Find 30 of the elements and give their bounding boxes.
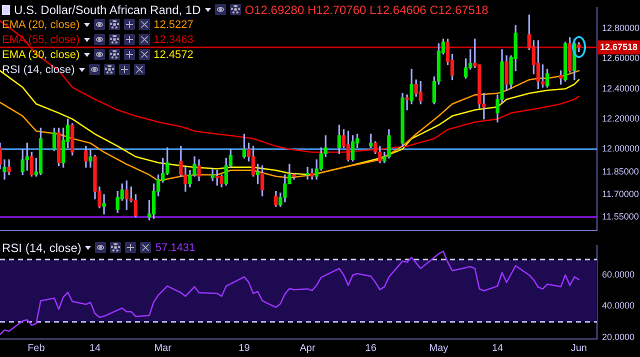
chart-title: U.S. Dollar/South African Rand, 1D: [14, 2, 201, 16]
y-tick-label: 11.55000: [602, 212, 639, 222]
y-tick-label: 60.0000: [602, 270, 635, 280]
x-tick-label: 16: [365, 342, 377, 354]
chart-title: RSI (14, close): [2, 240, 82, 254]
candlestick: [102, 194, 106, 214]
y-tick-label: 20.0000: [602, 332, 635, 342]
x-tick-label: Feb: [28, 342, 46, 354]
y-tick-label: 11.85000: [602, 166, 639, 176]
y-tick-label: 12.60000: [602, 53, 640, 64]
chart-subtitle: O12.69280 H12.70760 L12.64606 C12.67518: [244, 2, 488, 16]
x-tick-label: Mar: [154, 342, 172, 354]
annotation: 12.5227: [154, 18, 194, 32]
y-tick-label: 12.20000: [602, 113, 640, 124]
y-tick-label: 11.70000: [602, 188, 639, 199]
y-tick-label: 12.40000: [602, 83, 640, 94]
x-tick-label: Apr: [300, 342, 316, 354]
x-tick-label: May: [429, 342, 448, 354]
annotation: 12.3463: [154, 32, 194, 46]
x-tick-label: Jun: [570, 342, 587, 354]
annotation: 57.1431: [155, 240, 196, 254]
y-tick-label: 12.80000: [602, 23, 640, 33]
x-tick-label: 19: [238, 342, 250, 354]
x-tick-label: 14: [89, 342, 101, 354]
ref-line-label: 12.67518: [600, 42, 638, 52]
annotation: 12.4572: [154, 48, 194, 62]
y-tick-label: 12.00000: [602, 144, 640, 154]
x-tick-label: 14: [492, 342, 504, 354]
y-tick-label: 40.0000: [602, 300, 635, 311]
candlestick: [405, 94, 409, 110]
